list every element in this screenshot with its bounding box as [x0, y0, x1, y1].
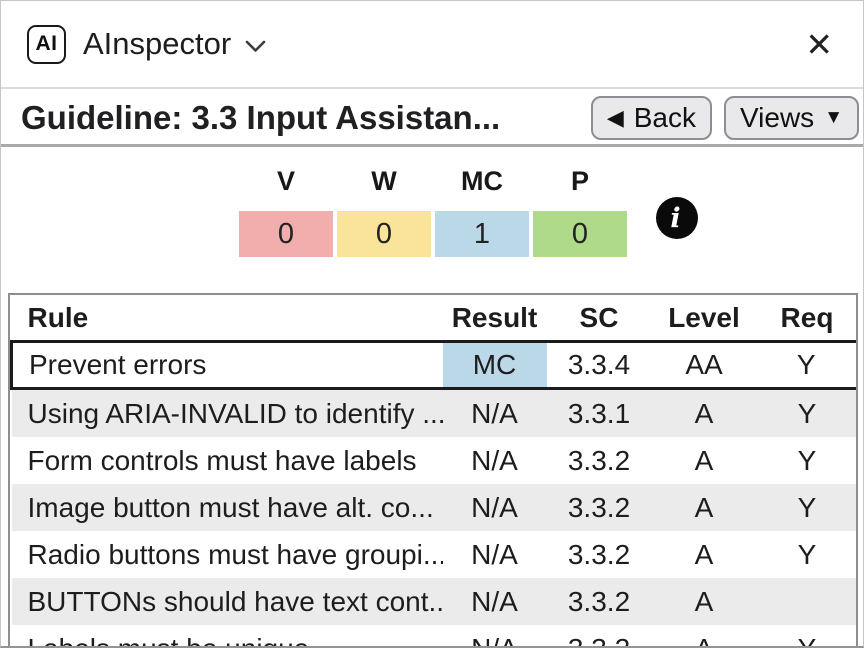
page-title: Guideline: 3.3 Input Assistan...	[21, 98, 501, 136]
level-cell: A	[694, 491, 714, 523]
result-cell: N/A	[471, 444, 518, 476]
table-row-partial[interactable]: Labels must be unique N/A 3.3.2 A Y	[12, 625, 857, 647]
req-cell: Y	[797, 397, 817, 429]
summary-value-v: 0	[239, 211, 333, 257]
chevron-down-icon[interactable]	[245, 40, 266, 53]
table-header-row: Rule Result SC Level Req	[12, 295, 857, 342]
info-button[interactable]: i	[656, 197, 698, 239]
summary-value-w: 0	[337, 211, 431, 257]
summary-label-p: P	[570, 166, 589, 196]
sc-cell: 3.3.2	[567, 491, 631, 523]
table-row[interactable]: BUTTONs should have text cont... N/A 3.3…	[11, 578, 857, 625]
result-cell: MC	[442, 340, 547, 390]
level-cell: A	[694, 585, 714, 617]
result-summary: V 0 W 0 MC 1 P 0 i	[1, 152, 863, 293]
rules-table: Rule Result SC Level Req Prevent errors …	[8, 293, 858, 646]
views-button-label: Views	[740, 101, 815, 133]
column-header-sc[interactable]: SC	[579, 301, 619, 333]
result-cell: N/A	[471, 491, 518, 523]
req-cell	[757, 578, 857, 625]
summary-value-mc: 1	[435, 211, 529, 257]
table-row[interactable]: Image button must have alt. co... N/A 3.…	[11, 484, 856, 531]
column-header-result[interactable]: Result	[451, 301, 538, 333]
result-cell: N/A	[443, 625, 547, 647]
sc-cell: 3.3.2	[567, 444, 631, 476]
rule-cell: Image button must have alt. co...	[27, 491, 434, 523]
req-cell: Y	[756, 340, 856, 390]
views-menu-button[interactable]: Views ▼	[724, 95, 859, 140]
result-cell: N/A	[471, 585, 518, 617]
table-row-selected[interactable]: Prevent errors MC 3.3.4 AA Y	[10, 340, 856, 390]
req-cell: Y	[797, 538, 817, 570]
table-row[interactable]: Form controls must have labels N/A 3.3.2…	[12, 437, 857, 484]
ainspector-logo-icon: AI	[27, 24, 66, 64]
app-header: AI AInspector ✕	[1, 1, 863, 89]
rule-cell: Using ARIA-INVALID to identify ...	[27, 397, 443, 429]
back-arrow-icon: ◀	[606, 104, 624, 130]
level-cell: A	[694, 538, 714, 570]
sc-cell: 3.3.4	[546, 340, 652, 390]
summary-label-mc: MC	[461, 166, 503, 196]
sc-cell: 3.3.1	[567, 397, 631, 429]
req-cell: Y	[797, 444, 817, 476]
req-cell: Y	[797, 491, 817, 523]
back-button-label: Back	[633, 101, 696, 133]
sc-cell: 3.3.2	[567, 538, 631, 570]
table-row[interactable]: Using ARIA-INVALID to identify ... N/A 3…	[11, 388, 856, 437]
info-icon: i	[670, 202, 681, 234]
column-header-rule[interactable]: Rule	[27, 301, 89, 333]
result-cell: N/A	[471, 538, 518, 570]
summary-label-v: V	[276, 166, 295, 196]
result-cell: N/A	[471, 397, 518, 429]
table-row[interactable]: Radio buttons must have groupi... N/A 3.…	[12, 531, 857, 578]
sc-cell: 3.3.2	[567, 585, 631, 617]
level-cell: A	[694, 444, 714, 476]
summary-value-p: 0	[533, 211, 627, 257]
level-cell: AA	[651, 340, 757, 390]
req-cell: Y	[757, 625, 857, 647]
dropdown-arrow-icon: ▼	[824, 107, 843, 128]
rule-cell: Form controls must have labels	[27, 444, 417, 476]
view-title-bar: Guideline: 3.3 Input Assistan... ◀ Back …	[1, 91, 863, 147]
rule-cell: Radio buttons must have groupi...	[27, 538, 443, 570]
level-cell: A	[694, 397, 714, 429]
rule-cell: Prevent errors	[10, 340, 443, 390]
rule-cell: BUTTONs should have text cont...	[27, 585, 443, 617]
column-header-level[interactable]: Level	[668, 301, 740, 333]
app-title: AInspector	[83, 26, 232, 61]
rule-cell: Labels must be unique	[12, 625, 443, 647]
sc-cell: 3.3.2	[547, 625, 652, 647]
close-icon[interactable]: ✕	[801, 26, 837, 63]
column-header-req[interactable]: Req	[780, 301, 834, 333]
level-cell: A	[652, 625, 757, 647]
back-button[interactable]: ◀ Back	[590, 95, 712, 140]
summary-label-w: W	[371, 166, 397, 196]
